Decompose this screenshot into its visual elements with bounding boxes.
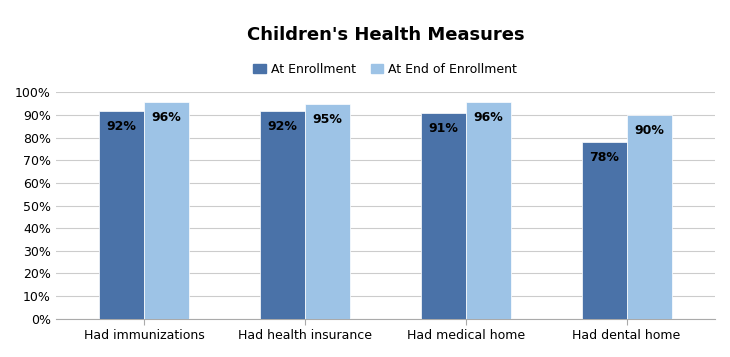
Text: 96%: 96% [152, 111, 182, 124]
Text: 90%: 90% [634, 124, 664, 137]
Legend: At Enrollment, At End of Enrollment: At Enrollment, At End of Enrollment [248, 58, 522, 81]
Text: 96%: 96% [473, 111, 503, 124]
Bar [582, 142, 626, 318]
Bar [99, 111, 144, 318]
Text: 95%: 95% [312, 113, 342, 126]
Bar [626, 115, 672, 318]
Text: 91%: 91% [429, 122, 458, 135]
Bar [305, 104, 350, 318]
Text: 78%: 78% [589, 151, 619, 164]
Bar [144, 101, 189, 318]
Title: Children's Health Measures: Children's Health Measures [247, 26, 524, 44]
Text: 92%: 92% [267, 120, 297, 132]
Bar [466, 101, 511, 318]
Bar [260, 111, 305, 318]
Text: 92%: 92% [107, 120, 137, 132]
Bar [420, 113, 466, 318]
